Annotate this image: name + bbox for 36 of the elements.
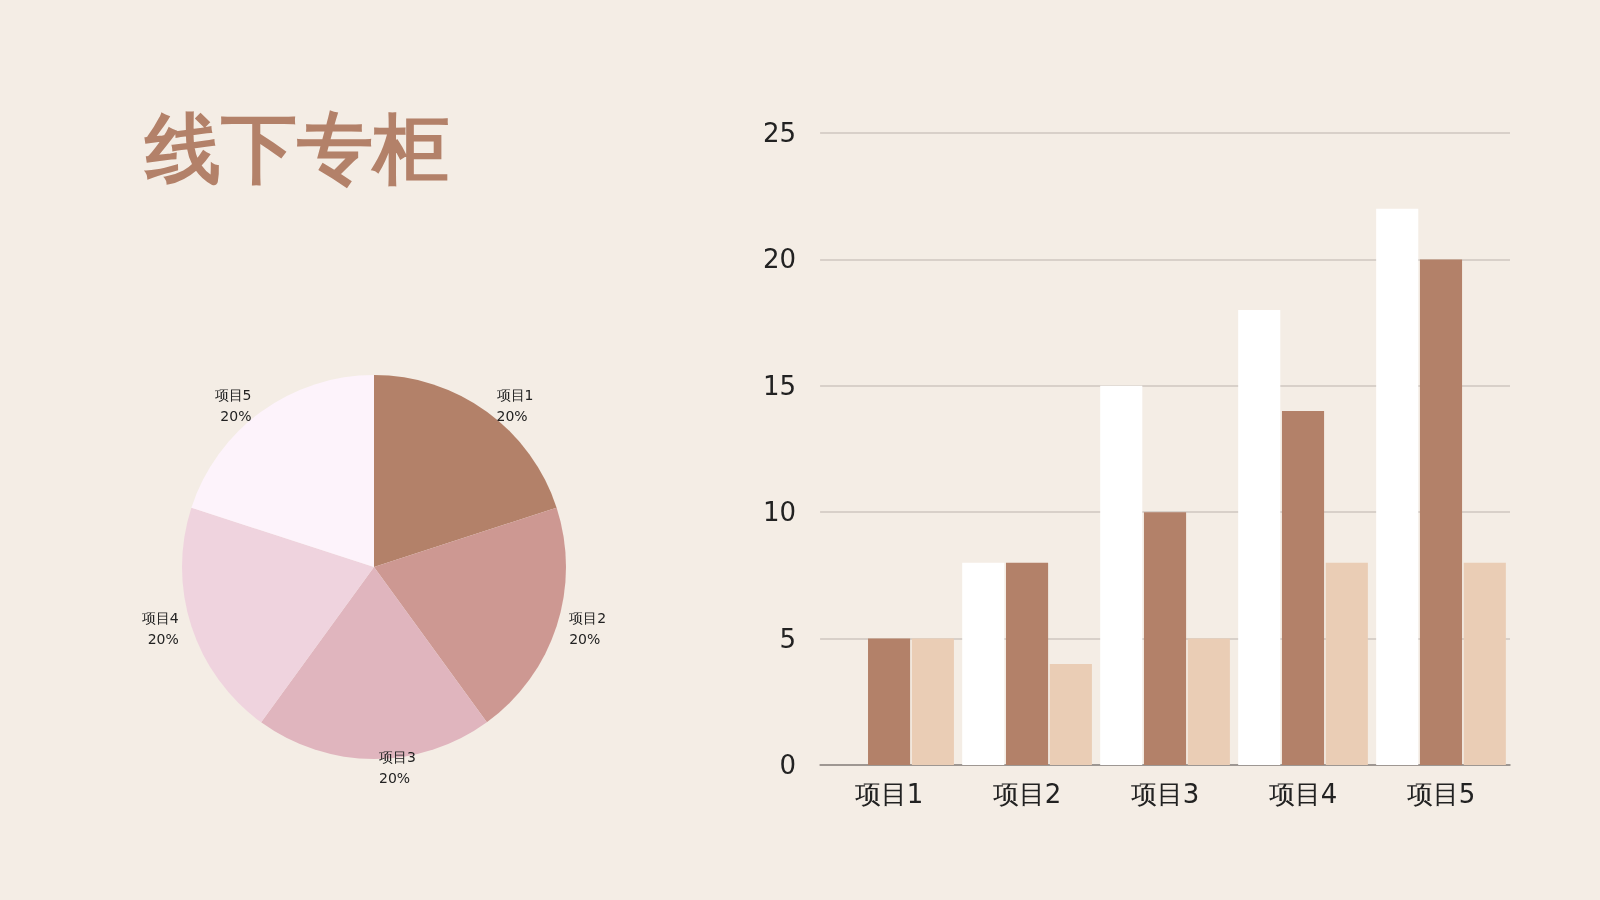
- x-tick-label: 项目4: [1268, 779, 1338, 809]
- bar: [868, 638, 911, 765]
- y-tick-label: 0: [779, 750, 797, 780]
- y-tick-label: 5: [779, 623, 797, 654]
- bar: [911, 638, 954, 765]
- bar: [1463, 562, 1506, 765]
- bar: [1376, 208, 1419, 765]
- bar: [1238, 309, 1281, 765]
- slice-label: 项目3: [379, 748, 416, 765]
- slice-label: 项目4: [141, 610, 179, 627]
- chart-title: 线下专柜: [143, 103, 449, 193]
- slice-label: 项目5: [214, 386, 252, 403]
- bar: [1325, 562, 1368, 765]
- bar: [1187, 638, 1230, 765]
- data-label: 20%: [220, 407, 252, 424]
- x-tick-label: 项目3: [1130, 779, 1200, 809]
- x-tick-label: 项目1: [854, 779, 924, 809]
- bar: [1049, 663, 1092, 765]
- y-tick-label: 20: [762, 244, 797, 275]
- data-label: 20%: [569, 631, 601, 648]
- bar: [1281, 411, 1325, 765]
- bar: [1143, 512, 1187, 765]
- y-tick-label: 10: [762, 497, 797, 528]
- slice-label: 项目2: [569, 610, 607, 627]
- bar: [1100, 385, 1143, 765]
- data-label: 20%: [147, 631, 179, 648]
- bar: [962, 562, 1005, 765]
- y-tick-label: 25: [762, 118, 797, 148]
- x-tick-label: 项目5: [1406, 779, 1476, 809]
- data-label: 20%: [496, 407, 528, 424]
- slice-label: 项目1: [496, 386, 534, 403]
- y-tick-label: 15: [762, 370, 797, 401]
- bar: [1419, 259, 1463, 765]
- bar: [1006, 562, 1049, 765]
- x-tick-label: 项目2: [992, 779, 1062, 809]
- data-label: 20%: [379, 769, 411, 786]
